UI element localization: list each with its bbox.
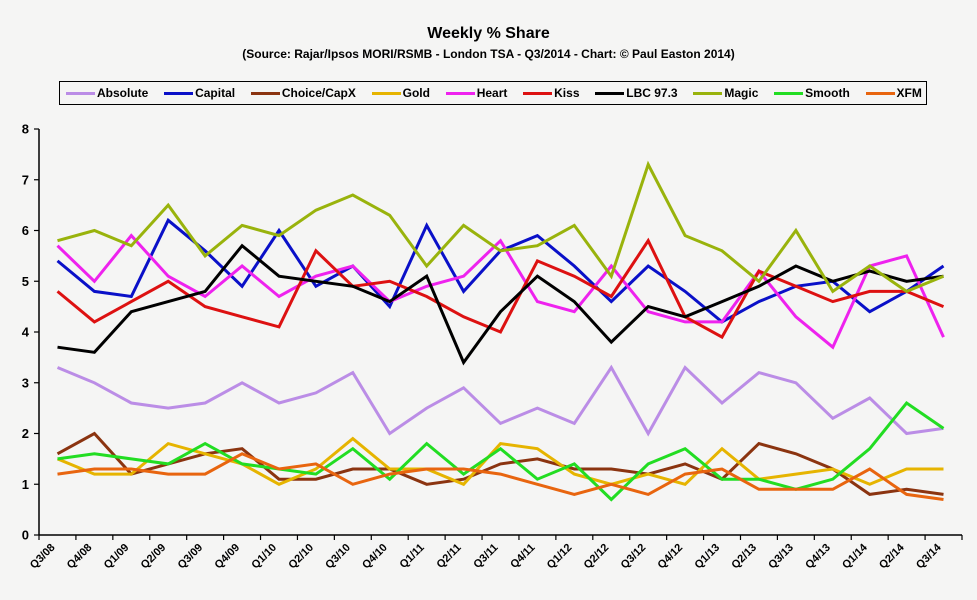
legend-item-gold: Gold	[371, 86, 430, 100]
legend-label: Magic	[724, 86, 759, 100]
x-tick-label: Q1/14	[840, 541, 870, 571]
legend-swatch	[371, 91, 401, 95]
legend-swatch	[164, 91, 194, 95]
x-tick-label: Q3/10	[323, 542, 353, 572]
x-tick-label: Q2/14	[877, 541, 907, 571]
x-tick-label: Q2/09	[139, 542, 169, 572]
legend-item-heart: Heart	[445, 86, 508, 100]
x-tick-label: Q1/09	[102, 542, 132, 572]
legend-label: Heart	[476, 86, 508, 100]
y-axis-ticks: 0 1 2 3 4 5 6 7 8	[22, 122, 39, 543]
legend-swatch	[595, 91, 625, 95]
legend-label: XFM	[896, 86, 922, 100]
legend-label: Smooth	[805, 86, 850, 100]
y-tick-label: 8	[22, 122, 29, 137]
legend-swatch	[774, 91, 804, 95]
x-tick-label: Q1/10	[249, 542, 279, 572]
x-tick-label: Q3/11	[471, 542, 500, 571]
x-tick-label: Q2/13	[729, 542, 759, 572]
x-tick-label: Q4/08	[65, 542, 95, 572]
legend-item-xfm: XFM	[865, 86, 922, 100]
x-tick-label: Q1/13	[692, 542, 722, 572]
x-tick-label: Q2/11	[434, 542, 463, 571]
y-tick-label: 6	[22, 223, 29, 238]
legend-item-magic: Magic	[693, 86, 758, 100]
y-tick-label: 7	[22, 172, 29, 187]
x-tick-label: Q4/13	[803, 542, 833, 572]
y-tick-label: 2	[22, 426, 29, 441]
legend-swatch	[66, 91, 95, 95]
y-tick-label: 0	[22, 528, 29, 543]
series-lines	[56, 160, 945, 502]
chart-title: Weekly % Share	[427, 25, 550, 42]
legend-item-kiss: Kiss	[523, 86, 580, 100]
legend-swatch	[865, 91, 895, 95]
legend-label: Gold	[402, 86, 430, 100]
x-tick-label: Q4/09	[213, 542, 243, 572]
legend-item-smooth: Smooth	[774, 86, 850, 100]
x-tick-label: Q3/13	[766, 542, 796, 572]
legend-item-absolute: Absolute	[66, 86, 148, 100]
legend-swatch	[250, 91, 280, 95]
legend-item-lbc-97-3: LBC 97.3	[595, 86, 678, 100]
series-line-magic	[57, 160, 945, 294]
legend-label: LBC 97.3	[626, 86, 678, 100]
legend-item-capital: Capital	[164, 86, 235, 100]
legend-label: Choice/CapX	[281, 86, 356, 100]
x-tick-label: Q3/12	[619, 542, 649, 572]
legend-swatch	[523, 91, 553, 95]
series-line-heart	[56, 233, 945, 350]
y-tick-label: 1	[22, 477, 29, 492]
x-tick-label: Q3/09	[176, 542, 206, 572]
x-tick-label: Q2/12	[582, 542, 612, 572]
series-line-kiss	[56, 237, 945, 340]
x-tick-label: Q4/12	[656, 542, 686, 572]
x-tick-label: Q4/11	[508, 542, 537, 571]
y-tick-label: 4	[22, 325, 30, 340]
x-tick-label: Q4/10	[360, 542, 390, 572]
x-tick-label: Q1/11	[398, 542, 427, 571]
series-line-smooth	[57, 400, 945, 502]
legend: Absolute Capital Choice/CapX Gold Heart Kiss L…	[59, 81, 927, 105]
legend-swatch	[445, 91, 475, 95]
series-line-absolute	[56, 364, 944, 437]
series-line-lbc-97-3	[57, 243, 944, 366]
legend-swatch	[693, 91, 723, 95]
y-tick-label: 5	[22, 274, 29, 289]
x-tick-label: Q3/08	[28, 542, 58, 572]
series-line-xfm	[57, 452, 944, 501]
legend-label: Kiss	[554, 86, 580, 100]
x-tick-label: Q3/14	[914, 541, 944, 571]
x-axis-ticks: Q3/08 Q4/08 Q1/09 Q2/09 Q3/09 Q4/09 Q1/10 Q2/10…	[28, 535, 963, 572]
legend-item-choice-capx: Choice/CapX	[250, 86, 356, 100]
x-tick-label: Q1/12	[545, 542, 575, 572]
x-tick-label: Q2/10	[286, 542, 316, 572]
y-tick-label: 3	[22, 375, 29, 390]
legend-label: Absolute	[97, 86, 149, 100]
series-line-gold	[56, 436, 944, 487]
legend-label: Capital	[195, 86, 236, 100]
chart-subtitle: (Source: Rajar/Ipsos MORI/RSMB - London …	[242, 47, 734, 61]
